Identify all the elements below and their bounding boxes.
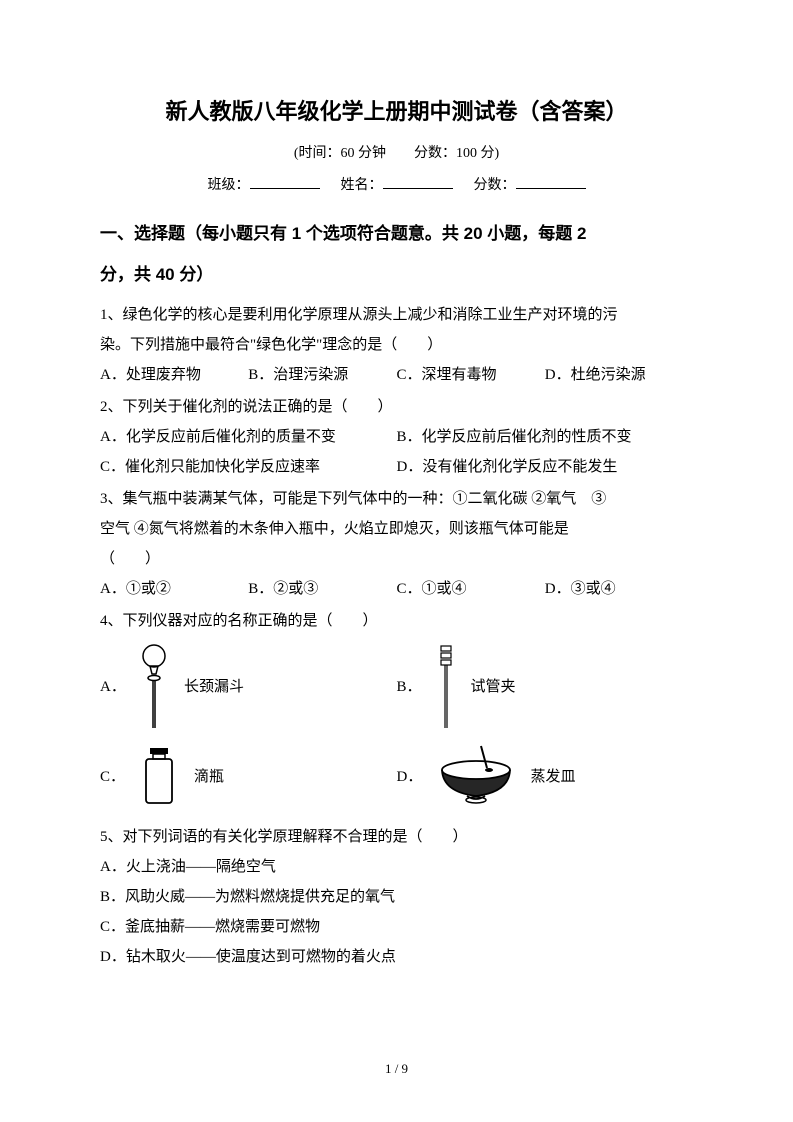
q4-stem: 4、下列仪器对应的名称正确的是（ ） [100,606,693,636]
q3-line2: 空气 ④氮气将燃着的木条伸入瓶中，火焰立即熄灭，则该瓶气体可能是 [100,514,693,544]
q4-optA-name: 长颈漏斗 [184,672,244,702]
q1-line1: 1、绿色化学的核心是要利用化学原理从源头上减少和消除工业生产对环境的污 [100,300,693,330]
q4-optD-label: D． [397,762,421,792]
exam-meta: (时间：60 分钟 分数：100 分) [100,140,693,168]
name-blank[interactable] [383,174,453,189]
question-3: 3、集气瓶中装满某气体，可能是下列气体中的一种：①二氧化碳 ②氧气 ③ 空气 ④… [100,484,693,604]
q3-optD: D．③或④ [545,574,693,604]
page-title: 新人教版八年级化学上册期中测试卷（含答案） [100,90,693,134]
question-5: 5、对下列词语的有关化学原理解释不合理的是（ ） A．火上浇油——隔绝空气 B．… [100,822,693,972]
q4-optB-label: B． [397,672,421,702]
q4-optA-label: A． [100,672,124,702]
section-1-line1: 一、选择题（每小题只有 1 个选项符合题意。共 20 小题，每题 2 [100,214,693,255]
student-info-line: 班级： 姓名： 分数： [100,172,693,200]
score-label: 分数： [474,178,516,193]
q2-options-row1: A．化学反应前后催化剂的质量不变 B．化学反应前后催化剂的性质不变 [100,422,693,452]
class-label: 班级： [208,178,250,193]
q2-options-row2: C．催化剂只能加快化学反应速率 D．没有催化剂化学反应不能发生 [100,452,693,482]
class-blank[interactable] [250,174,320,189]
question-4: 4、下列仪器对应的名称正确的是（ ） A． 长颈漏斗 B． 试管夹 [100,606,693,812]
q1-optA: A．处理废弃物 [100,360,248,390]
q2-stem: 2、下列关于催化剂的说法正确的是（ ） [100,392,693,422]
dish-icon [431,742,521,812]
q1-options: A．处理废弃物 B．治理污染源 C．深埋有毒物 D．杜绝污染源 [100,360,693,390]
q3-optC: C．①或④ [397,574,545,604]
q4-optC-label: C． [100,762,124,792]
q5-optB: B．风助火威——为燃料燃烧提供充足的氧气 [100,882,693,912]
section-1-header: 一、选择题（每小题只有 1 个选项符合题意。共 20 小题，每题 2 分，共 4… [100,214,693,296]
q4-row2: C． 滴瓶 D． 蒸发皿 [100,742,693,812]
funnel-icon [134,642,174,732]
q2-optB: B．化学反应前后催化剂的性质不变 [397,422,694,452]
question-1: 1、绿色化学的核心是要利用化学原理从源头上减少和消除工业生产对环境的污 染。下列… [100,300,693,390]
q4-optD-cell: D． 蒸发皿 [397,742,694,812]
score-blank[interactable] [516,174,586,189]
q1-line2: 染。下列措施中最符合"绿色化学"理念的是（ ） [100,330,693,360]
q4-optC-name: 滴瓶 [194,762,224,792]
q1-optB: B．治理污染源 [248,360,396,390]
bottle-icon [134,742,184,812]
q4-row1: A． 长颈漏斗 B． 试管夹 [100,642,693,732]
q5-optA: A．火上浇油——隔绝空气 [100,852,693,882]
q5-optD: D．钻木取火——使温度达到可燃物的着火点 [100,942,693,972]
q3-optB: B．②或③ [248,574,396,604]
name-label: 姓名： [341,178,383,193]
q1-optD: D．杜绝污染源 [545,360,693,390]
q2-optD: D．没有催化剂化学反应不能发生 [397,452,694,482]
q3-options: A．①或② B．②或③ C．①或④ D．③或④ [100,574,693,604]
q2-optA: A．化学反应前后催化剂的质量不变 [100,422,397,452]
q5-optC: C．釜底抽薪——燃烧需要可燃物 [100,912,693,942]
q4-optA-cell: A． 长颈漏斗 [100,642,397,732]
q5-stem: 5、对下列词语的有关化学原理解释不合理的是（ ） [100,822,693,852]
question-2: 2、下列关于催化剂的说法正确的是（ ） A．化学反应前后催化剂的质量不变 B．化… [100,392,693,482]
q2-optC: C．催化剂只能加快化学反应速率 [100,452,397,482]
q3-line1: 3、集气瓶中装满某气体，可能是下列气体中的一种：①二氧化碳 ②氧气 ③ [100,484,693,514]
q4-optB-name: 试管夹 [471,672,516,702]
q3-line3: （ ） [100,544,693,574]
q3-optA: A．①或② [100,574,248,604]
q1-optC: C．深埋有毒物 [397,360,545,390]
q4-optD-name: 蒸发皿 [531,762,576,792]
section-1-line2: 分，共 40 分） [100,255,693,296]
q4-optB-cell: B． 试管夹 [397,642,694,732]
page-number: 1 / 9 [0,1056,793,1082]
q4-optC-cell: C． 滴瓶 [100,742,397,812]
clamp-icon [431,642,461,732]
